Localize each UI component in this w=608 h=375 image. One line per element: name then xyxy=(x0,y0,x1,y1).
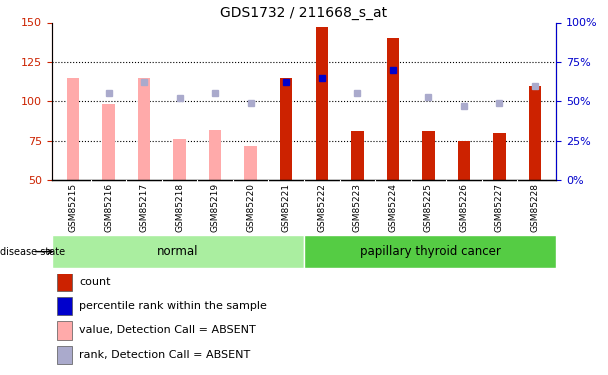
Bar xyxy=(173,139,186,180)
Text: value, Detection Call = ABSENT: value, Detection Call = ABSENT xyxy=(80,326,256,336)
Bar xyxy=(351,131,364,180)
Text: GSM85217: GSM85217 xyxy=(140,183,148,232)
Text: rank, Detection Call = ABSENT: rank, Detection Call = ABSENT xyxy=(80,350,250,360)
Text: GSM85227: GSM85227 xyxy=(495,183,504,232)
Text: GSM85226: GSM85226 xyxy=(460,183,468,232)
Text: GSM85220: GSM85220 xyxy=(246,183,255,232)
Bar xyxy=(244,146,257,180)
Bar xyxy=(102,104,115,180)
Bar xyxy=(387,38,399,180)
Bar xyxy=(52,235,304,268)
Bar xyxy=(138,78,150,180)
Bar xyxy=(57,321,72,340)
Text: GSM85224: GSM85224 xyxy=(389,183,398,232)
Bar xyxy=(57,297,72,315)
Bar xyxy=(493,133,506,180)
Bar xyxy=(209,130,221,180)
Text: GSM85228: GSM85228 xyxy=(531,183,539,232)
Text: GSM85215: GSM85215 xyxy=(69,183,77,232)
Bar xyxy=(529,86,541,180)
Text: GSM85223: GSM85223 xyxy=(353,183,362,232)
Bar xyxy=(422,131,435,180)
Bar xyxy=(57,273,72,291)
Text: GSM85222: GSM85222 xyxy=(317,183,326,232)
Text: count: count xyxy=(80,277,111,287)
Text: percentile rank within the sample: percentile rank within the sample xyxy=(80,301,268,311)
Text: disease state: disease state xyxy=(0,247,65,256)
Text: GSM85221: GSM85221 xyxy=(282,183,291,232)
Text: papillary thyroid cancer: papillary thyroid cancer xyxy=(360,245,500,258)
Text: GSM85225: GSM85225 xyxy=(424,183,433,232)
Title: GDS1732 / 211668_s_at: GDS1732 / 211668_s_at xyxy=(221,6,387,20)
Bar xyxy=(304,235,556,268)
Bar xyxy=(458,141,470,180)
Text: GSM85219: GSM85219 xyxy=(210,183,219,232)
Text: GSM85216: GSM85216 xyxy=(104,183,113,232)
Bar xyxy=(316,27,328,180)
Text: GSM85218: GSM85218 xyxy=(175,183,184,232)
Bar xyxy=(57,346,72,364)
Bar xyxy=(67,78,79,180)
Text: normal: normal xyxy=(157,245,199,258)
Bar xyxy=(280,78,292,180)
